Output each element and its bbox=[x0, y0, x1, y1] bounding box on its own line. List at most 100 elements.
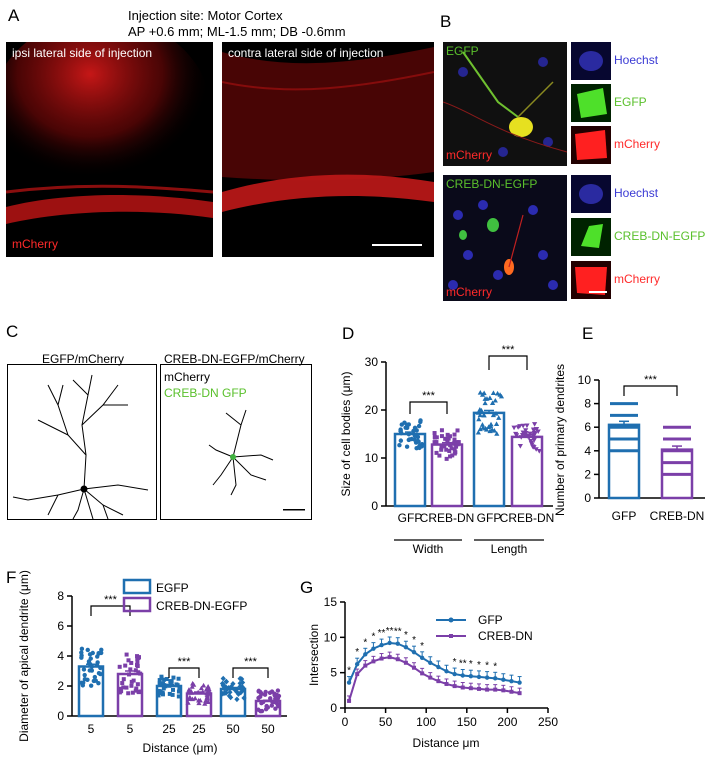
d-1-point-8 bbox=[432, 431, 437, 436]
f-legend-swatch-1 bbox=[122, 596, 152, 613]
f-x-label: Distance (μm) bbox=[143, 741, 218, 755]
f-3-point-32 bbox=[204, 690, 210, 696]
panel-g-letter: G bbox=[300, 578, 314, 597]
f-0-point-2 bbox=[98, 665, 103, 671]
g-series-0-point-7 bbox=[403, 645, 409, 650]
g-series-0-point-5 bbox=[387, 640, 392, 646]
f-0-point-34 bbox=[80, 680, 86, 685]
d-3-point-29 bbox=[529, 442, 535, 447]
tracing-creb-line1: mCherry bbox=[164, 370, 211, 384]
d-2-point-14 bbox=[493, 421, 500, 427]
f-0-point-26 bbox=[98, 650, 104, 656]
f-0-point-12 bbox=[90, 650, 95, 656]
contralateral-label: contra lateral side of injection bbox=[228, 46, 384, 60]
f-0-point-25 bbox=[89, 664, 95, 669]
d-1-point-10 bbox=[452, 447, 457, 452]
d-3-point-7 bbox=[536, 449, 542, 454]
d-3-point-32 bbox=[531, 427, 537, 433]
g-series-1-point-16 bbox=[476, 686, 481, 691]
f-2-point-10 bbox=[170, 692, 175, 697]
g-sig-13: * bbox=[477, 660, 481, 671]
g-series-1-point-15 bbox=[468, 686, 473, 691]
g-series-0-point-9 bbox=[419, 655, 425, 661]
f-y-label: Diameter of apical dendrite (μm) bbox=[17, 570, 31, 742]
f-3-point-34 bbox=[187, 696, 193, 702]
creb-green-tile-image bbox=[571, 218, 611, 256]
e-y-tick-label-0: 0 bbox=[584, 491, 591, 505]
egfp-hoechst-tile bbox=[571, 42, 611, 80]
f-1-point-24 bbox=[135, 664, 140, 669]
f-2-point-34 bbox=[156, 691, 161, 696]
f-1-point-35 bbox=[124, 685, 129, 690]
d-1-point-6 bbox=[439, 434, 444, 439]
d-3-point-33 bbox=[528, 439, 534, 444]
g-sig-5: ** bbox=[386, 626, 394, 637]
d-0-sig: *** bbox=[422, 390, 436, 402]
g-series-1-point-9 bbox=[420, 671, 425, 676]
d-3-point-26 bbox=[513, 431, 519, 437]
g-sig-12: * bbox=[469, 659, 473, 670]
f-5-point-5 bbox=[263, 689, 268, 695]
d-1-sig: *** bbox=[502, 344, 516, 356]
f-3-point-35 bbox=[200, 689, 206, 694]
creb-main-channel: mCherry bbox=[446, 285, 493, 299]
e-0-bar bbox=[607, 423, 641, 500]
g-y-tick-label-2: 10 bbox=[324, 630, 338, 644]
f-3-point-29 bbox=[200, 682, 207, 688]
f-2-point-2 bbox=[176, 689, 181, 694]
f-1-point-25 bbox=[117, 664, 122, 669]
ipsilateral-label: ipsi lateral side of injection bbox=[12, 46, 153, 60]
f-0-point-19 bbox=[79, 646, 85, 652]
g-series-1-point-2 bbox=[363, 663, 368, 668]
chart-e: 0 2 4 6 8 10 Number of primary dendrites GFP CRE… bbox=[553, 364, 705, 523]
g-series-0-point-15 bbox=[468, 674, 474, 679]
creb-green-tile bbox=[571, 218, 611, 256]
f-2-point-28 bbox=[168, 681, 173, 686]
micrograph-egfp-main: EGFP mCherry bbox=[443, 42, 567, 166]
f-0-point-30 bbox=[79, 655, 84, 660]
d-1-point-15 bbox=[447, 449, 452, 454]
f-0-point-10 bbox=[92, 674, 98, 680]
d-1-point-34 bbox=[449, 446, 454, 451]
g-series-0-point-1 bbox=[354, 661, 360, 667]
f-1-point-18 bbox=[133, 668, 138, 673]
f-2-point-31 bbox=[156, 693, 161, 698]
panel-e-letter: E bbox=[582, 324, 594, 343]
f-2-bracket bbox=[232, 667, 269, 678]
panel-b-letter: B bbox=[440, 12, 452, 31]
egfp-green-label: EGFP bbox=[614, 95, 647, 109]
f-y-tick-label-0: 0 bbox=[57, 709, 64, 723]
creb-hoechst-tile-image bbox=[571, 175, 611, 213]
d-0-point-33 bbox=[414, 446, 419, 451]
f-4-point-17 bbox=[234, 689, 240, 695]
tracing-creb-title: CREB-DN-EGFP/mCherry bbox=[164, 352, 305, 366]
d-0-point-27 bbox=[419, 444, 425, 449]
f-3-point-9 bbox=[192, 695, 198, 701]
f-1-point-21 bbox=[137, 689, 142, 694]
d-0-point-37 bbox=[415, 438, 421, 444]
d-3-point-35 bbox=[526, 435, 532, 440]
g-series-1-point-0 bbox=[347, 698, 352, 703]
micrograph-creb-main: CREB-DN-EGFP mCherry bbox=[443, 175, 567, 301]
f-5-point-35 bbox=[272, 692, 277, 698]
d-2-point-18 bbox=[477, 426, 483, 432]
g-legend-label-0: GFP bbox=[478, 613, 503, 627]
d-2-point-24 bbox=[481, 412, 487, 418]
d-2-point-1 bbox=[489, 400, 496, 406]
g-series-0-point-10 bbox=[428, 660, 433, 665]
d-x-label-3: CREB-DN bbox=[500, 511, 555, 525]
e-x-label-1: CREB-DN bbox=[650, 509, 705, 523]
f-2-point-33 bbox=[167, 691, 172, 696]
d-0-point-22 bbox=[404, 425, 410, 431]
f-2-point-13 bbox=[174, 682, 179, 687]
g-sig-15: * bbox=[493, 661, 497, 672]
f-0-point-33 bbox=[82, 676, 88, 682]
tracing-egfp-title: EGFP/mCherry bbox=[42, 352, 125, 366]
g-sig-4: ** bbox=[378, 628, 386, 639]
f-4-point-10 bbox=[223, 678, 229, 685]
creb-red-tile bbox=[571, 261, 611, 299]
f-0-point-22 bbox=[89, 668, 95, 673]
d-1-point-36 bbox=[432, 435, 437, 440]
f-0-point-32 bbox=[91, 678, 97, 684]
f-x-label-1: 5 bbox=[127, 722, 134, 736]
